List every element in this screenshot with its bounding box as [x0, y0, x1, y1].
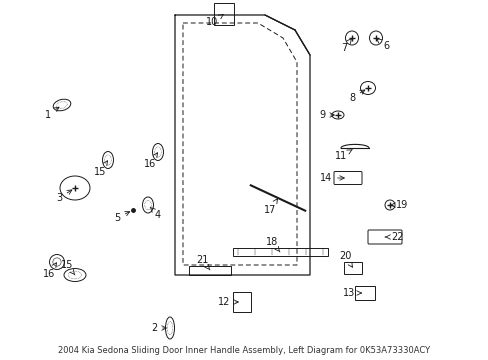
Text: 9: 9	[318, 110, 334, 120]
Text: 7: 7	[340, 39, 351, 53]
Text: 21: 21	[195, 255, 209, 270]
Text: 5: 5	[114, 212, 129, 223]
Text: 17: 17	[263, 199, 277, 215]
Text: 12: 12	[217, 297, 238, 307]
Bar	[354, 286, 374, 300]
Text: 11: 11	[334, 149, 352, 161]
Text: 3: 3	[56, 190, 72, 203]
Text: 13: 13	[342, 288, 361, 298]
Text: 6: 6	[376, 39, 388, 51]
Text: 19: 19	[389, 200, 407, 210]
Text: 15: 15	[61, 260, 75, 275]
Text: 16: 16	[143, 153, 157, 169]
Text: 22: 22	[385, 232, 403, 242]
Text: 20: 20	[338, 251, 352, 267]
Text: 10: 10	[205, 14, 223, 27]
Text: 8: 8	[348, 90, 364, 103]
Text: 18: 18	[265, 237, 280, 252]
Text: 16: 16	[43, 263, 57, 279]
Bar	[343, 262, 361, 274]
Bar	[232, 248, 327, 256]
Text: 15: 15	[94, 161, 107, 177]
Text: 1: 1	[45, 107, 59, 120]
Bar	[214, 3, 234, 25]
Text: 14: 14	[319, 173, 344, 183]
Bar	[189, 266, 230, 274]
Bar	[232, 292, 250, 312]
Text: 4: 4	[150, 207, 161, 220]
Text: 2004 Kia Sedona Sliding Door Inner Handle Assembly, Left Diagram for 0K53A73330A: 2004 Kia Sedona Sliding Door Inner Handl…	[58, 346, 429, 355]
Text: 2: 2	[151, 323, 166, 333]
